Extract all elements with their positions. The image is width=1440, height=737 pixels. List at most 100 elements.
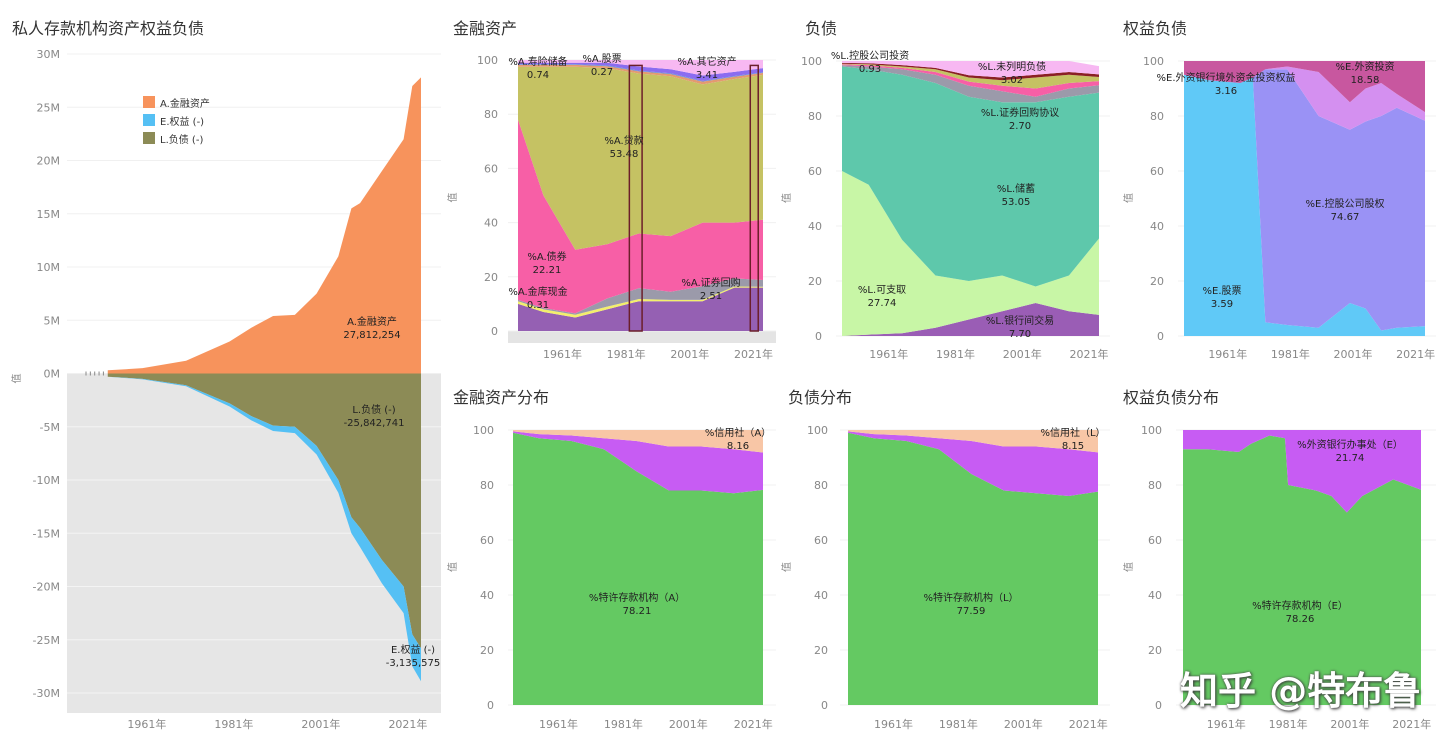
chart-1: 0 20 40 60 80 100 1961年 1981年 2001年 2021年 值	[446, 54, 776, 361]
x-tick-label: 2021年	[734, 347, 773, 361]
y-tick-label: 80	[814, 479, 828, 492]
legend-item[interactable]: A.金融资产	[143, 93, 210, 111]
annotation: %A.寿险储备 0.74	[508, 57, 568, 81]
legend-label: L.负债 (-)	[160, 134, 204, 146]
area-series-2[interactable]	[518, 278, 763, 315]
annotation: %A.金库现金 0.31	[508, 287, 568, 311]
x-tick-label: 2021年	[1069, 717, 1108, 731]
chart-title-overview: 私人存款机构资产权益负债	[12, 19, 205, 38]
area-series-2[interactable]	[1184, 66, 1425, 130]
x-tick-label: 1961年	[874, 717, 913, 731]
area-series-1[interactable]	[848, 431, 1098, 496]
y-tick-label: -30M	[33, 687, 60, 700]
x-tick-label: 1981年	[939, 717, 978, 731]
area-series-8[interactable]	[518, 60, 763, 76]
y-tick-label: 40	[480, 589, 494, 602]
area-series-3[interactable]	[1184, 61, 1425, 113]
y-tick-label: 20	[808, 275, 822, 288]
legend-swatch-icon	[143, 96, 155, 108]
x-tick-label: 2001年	[669, 717, 708, 731]
legend-item[interactable]: L.负债 (-)	[143, 129, 210, 147]
area-series-2[interactable]	[107, 376, 422, 682]
y-tick-label: 30M	[37, 48, 61, 61]
y-tick-label: 0	[815, 330, 822, 343]
y-axis-label: 值	[780, 193, 793, 203]
y-tick-label: 20M	[37, 155, 61, 168]
area-series-1[interactable]	[513, 431, 763, 494]
x-tick-label: 2021年	[1392, 717, 1431, 731]
y-tick-label: 80	[808, 110, 822, 123]
area-series-7[interactable]	[842, 61, 1099, 78]
x-tick-label: 1961年	[539, 717, 578, 731]
x-tick-label: 2021年	[1396, 347, 1435, 361]
chart-6: 0 20 40 60 80 100 1961年 1981年 2001年 2021年 值	[1122, 424, 1436, 731]
chart-2: 0 20 40 60 80 100 1961年 1981年 2001年 2021年 值	[780, 55, 1110, 361]
area-series-0[interactable]	[518, 287, 763, 331]
y-tick-label: -15M	[33, 527, 60, 540]
x-tick-label: 2001年	[301, 717, 340, 731]
area-series-2[interactable]	[513, 430, 763, 453]
annotation: %E.股票 3.59	[1202, 286, 1242, 310]
negative-region	[508, 331, 776, 343]
area-series-0[interactable]	[842, 303, 1099, 336]
chart-3: 0 20 40 60 80 100 1961年 1981年 2001年 2021年 值	[1122, 55, 1436, 361]
area-series-0[interactable]	[848, 432, 1098, 705]
y-tick-label: 5M	[44, 314, 61, 327]
y-tick-label: 60	[484, 162, 498, 175]
area-series-6[interactable]	[842, 62, 1099, 81]
y-tick-label: 20	[1148, 644, 1162, 657]
y-tick-label: 0	[491, 325, 498, 338]
y-axis-label: 值	[780, 562, 793, 572]
area-series-0[interactable]	[1184, 74, 1425, 336]
chart-0: 30M 25M 20M 15M 10M 5M 0M -5M -10M -15M -20M -25M -3…	[10, 48, 441, 731]
area-series-0[interactable]	[513, 432, 763, 705]
area-series-1[interactable]	[842, 171, 1099, 336]
area-series-1[interactable]	[107, 373, 422, 649]
x-tick-label: 2021年	[388, 717, 427, 731]
x-tick-label: 2001年	[670, 347, 709, 361]
y-tick-label: 60	[814, 534, 828, 547]
area-series-0[interactable]	[1183, 435, 1421, 706]
x-tick-label: 1961年	[1208, 347, 1247, 361]
area-series-0[interactable]	[107, 77, 422, 374]
annotation: %特许存款机构（L） 77.59	[923, 593, 1019, 617]
annotation: %特许存款机构（A） 78.21	[588, 593, 686, 617]
x-tick-label: 1961年	[543, 347, 582, 361]
y-tick-label: 0	[1157, 330, 1164, 343]
chart-title-equity-distribution: 权益负债分布	[1123, 388, 1220, 407]
area-series-2[interactable]	[848, 430, 1098, 453]
annotation: %L.未列明负债 3.02	[977, 62, 1047, 86]
x-tick-label: 2001年	[1330, 717, 1369, 731]
area-series-3[interactable]	[518, 119, 763, 314]
chart-4: 0 20 40 60 80 100 1961年 1981年 2001年 2021年 值	[446, 424, 776, 731]
y-axis-label: 值	[446, 193, 459, 203]
area-series-4[interactable]	[518, 66, 763, 250]
y-tick-label: 80	[1150, 110, 1164, 123]
annotation: %信用社（L） 8.15	[1040, 428, 1106, 452]
legend-swatch-icon	[143, 132, 155, 144]
y-tick-label: 20	[480, 644, 494, 657]
area-series-5[interactable]	[842, 63, 1099, 89]
chart-title-financial-assets: 金融资产	[453, 19, 518, 38]
annotation: %特许存款机构（E） 78.26	[1252, 601, 1348, 625]
annotation-assets: A.金融资产 27,812,254	[343, 317, 401, 341]
annotation: %L.银行间交易 7.70	[985, 316, 1055, 340]
y-tick-label: 60	[808, 165, 822, 178]
legend[interactable]: A.金融资产 E.权益 (-) L.负债 (-)	[143, 93, 210, 147]
area-series-1[interactable]	[1183, 430, 1421, 513]
annotation: %A.股票 0.27	[582, 54, 622, 78]
highlight-span	[628, 64, 643, 332]
y-tick-label: -20M	[33, 581, 60, 594]
y-tick-label: 100	[477, 54, 498, 67]
annotation: %E.外资银行境外资金投资权益 3.16	[1156, 73, 1296, 97]
y-tick-label: 100	[473, 424, 494, 437]
area-series-7[interactable]	[518, 62, 763, 81]
x-tick-label: 2021年	[1069, 347, 1108, 361]
annotation: %L.控股公司投资 0.93	[830, 51, 910, 75]
area-series-4[interactable]	[842, 64, 1099, 97]
area-series-3[interactable]	[842, 65, 1099, 103]
area-series-2[interactable]	[842, 66, 1099, 287]
chart-title-liability-distribution: 负债分布	[788, 388, 853, 407]
area-series-1[interactable]	[1184, 69, 1425, 331]
legend-item[interactable]: E.权益 (-)	[143, 111, 210, 129]
